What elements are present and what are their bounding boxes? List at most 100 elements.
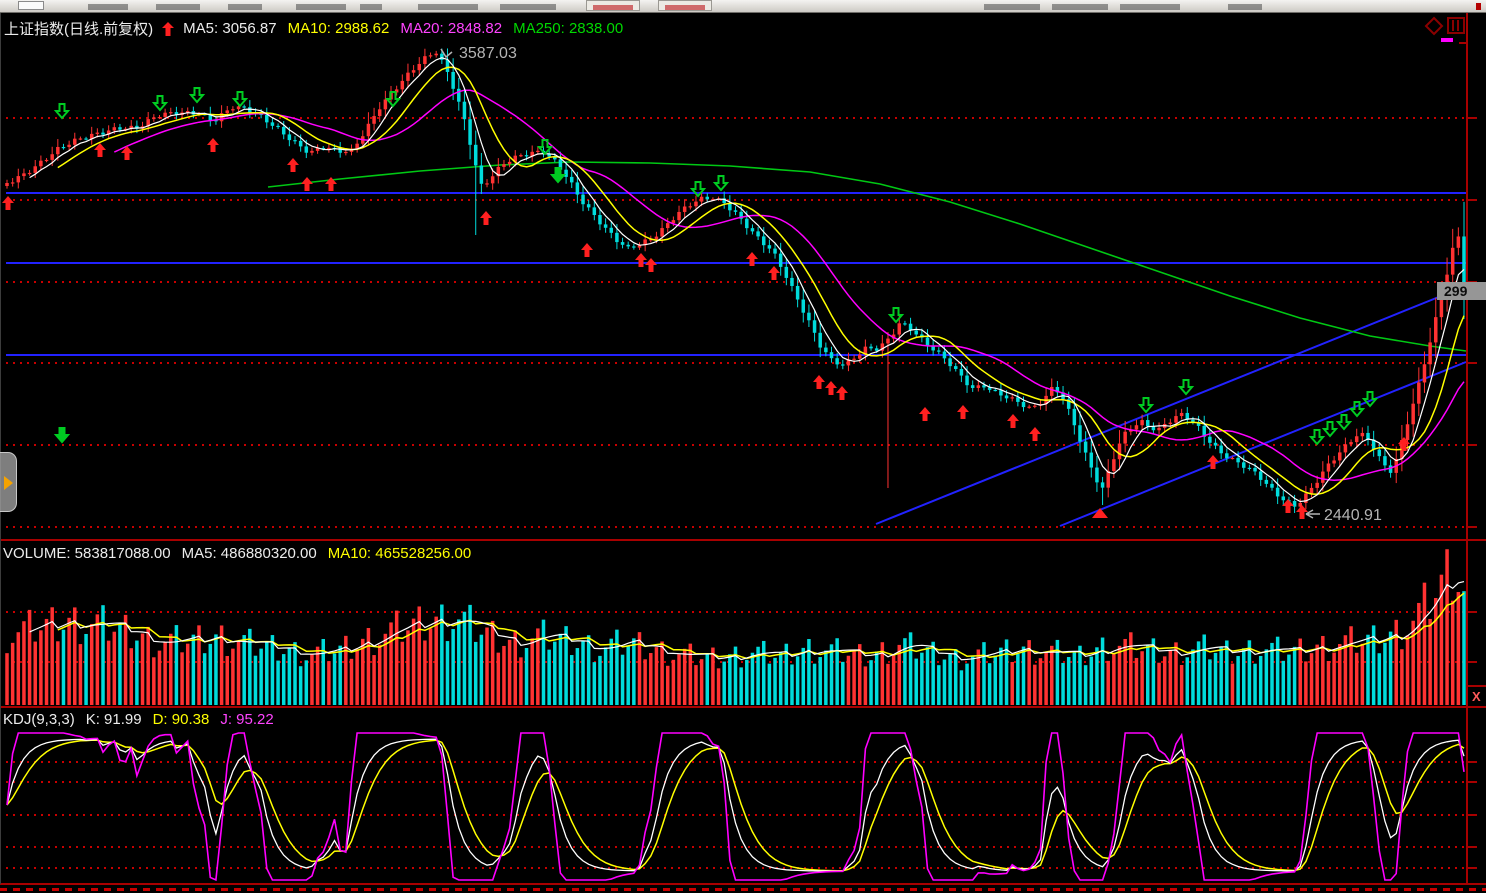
menu-text-fragment	[156, 4, 200, 10]
sidebar-slide-handle[interactable]	[0, 452, 17, 512]
buy-signal-arrow	[635, 253, 647, 267]
volume-value: VOLUME: 583817088.00	[3, 545, 171, 562]
quote-button-1[interactable]	[586, 0, 640, 11]
buy-signal-arrow	[480, 211, 492, 225]
sell-signal-arrow	[53, 427, 71, 444]
buy-signal-arrow	[645, 258, 657, 272]
sell-signal-arrow	[549, 167, 567, 184]
volume-ma5-line	[29, 581, 1465, 661]
support-resistance-lines	[6, 192, 1466, 356]
up-arrow-icon	[162, 21, 175, 36]
ma5-line	[29, 57, 1465, 503]
ma5-value: MA5: 3056.87	[183, 20, 277, 37]
axis-corner-button[interactable]: X	[1472, 689, 1481, 704]
buy-signal-arrow	[207, 138, 219, 152]
buy-signal-arrow	[825, 381, 837, 395]
sell-signal-arrow	[689, 181, 707, 198]
sell-signal-arrow	[1137, 397, 1155, 414]
buy-signal-arrow	[287, 158, 299, 172]
last-price-tag: 299	[1437, 282, 1486, 300]
menubar[interactable]	[0, 0, 1486, 13]
sell-signal-arrow	[1177, 379, 1195, 396]
volume-ma10-line	[57, 592, 1465, 660]
buy-signal-arrow	[325, 177, 337, 191]
kdj-d-value: D: 90.38	[152, 711, 210, 728]
sell-signal-arrow	[1308, 429, 1326, 446]
sell-signal-arrow	[188, 87, 206, 104]
menu-text-fragment	[1120, 4, 1180, 10]
buy-signal-arrow	[1282, 499, 1294, 513]
buy-signal-arrow	[746, 252, 758, 266]
ma10-value: MA10: 2988.62	[287, 20, 390, 37]
kdj-k-value: K: 91.99	[85, 711, 142, 728]
kdj-j-value: J: 95.22	[220, 711, 274, 728]
buy-signal-arrow	[1007, 414, 1019, 428]
sell-signal-arrow	[887, 307, 905, 324]
buy-signal-arrow	[1398, 437, 1410, 451]
kdj-pane-header: KDJ(9,3,3) K: 91.99 D: 90.38 J: 95.22	[3, 711, 274, 728]
sell-signal-arrow	[1335, 414, 1353, 431]
frame-lines	[0, 12, 1486, 885]
buy-signal-arrow	[2, 196, 14, 210]
buy-signal-arrow	[957, 405, 969, 419]
sell-signal-arrow	[712, 175, 730, 192]
kdj-k-line	[6, 738, 1465, 872]
buy-signal-arrow	[1207, 455, 1219, 469]
volume-ma5-value: MA5: 486880320.00	[181, 545, 317, 562]
candlestick-series	[5, 48, 1466, 513]
grid-lines	[6, 117, 1466, 869]
buy-signal-arrow	[836, 386, 848, 400]
sell-signal-arrow	[53, 103, 71, 120]
sell-signal-arrow	[1321, 421, 1339, 438]
symbol-title: 上证指数(日线.前复权)	[4, 21, 154, 38]
menu-text-fragment	[360, 4, 382, 10]
sell-signal-arrow	[1361, 391, 1379, 408]
buy-signal-arrow	[94, 143, 106, 157]
main-chart-header: 上证指数(日线.前复权) MA5: 3056.87 MA10: 2988.62 …	[4, 18, 623, 39]
volume-bars	[5, 549, 1466, 705]
buy-signal-arrow	[768, 266, 780, 280]
ma250-value: MA250: 2838.00	[513, 20, 624, 37]
buy-signal-arrow	[813, 375, 825, 389]
magenta-dash-icon	[1441, 38, 1453, 42]
price-annotations: 3587.03 2440.91	[440, 45, 1382, 524]
menu-text-fragment	[1228, 4, 1262, 10]
ma250-line	[267, 161, 1467, 352]
ma20-value: MA20: 2848.82	[400, 20, 503, 37]
buy-signal-arrow	[919, 407, 931, 421]
diamond-icon	[1424, 16, 1444, 36]
ma10-line	[57, 66, 1465, 496]
menu-icon-placeholder	[18, 1, 44, 10]
buy-signal-arrow	[1029, 427, 1041, 441]
expand-arrow-icon	[4, 476, 13, 490]
menu-text-fragment	[418, 4, 478, 10]
buy-signal-arrow	[301, 177, 313, 191]
sell-signal-arrow	[536, 139, 554, 156]
volume-ma10-value: MA10: 465528256.00	[327, 545, 472, 562]
quote-button-2[interactable]	[658, 0, 712, 11]
buy-signal-arrow	[121, 146, 133, 160]
menu-text-fragment	[984, 4, 1040, 10]
low-point-triangle	[1092, 508, 1108, 518]
quote-red-text	[665, 5, 705, 10]
pane-corner-icons[interactable]	[1424, 16, 1465, 42]
quote-red-text	[593, 5, 633, 10]
kdj-j-line	[6, 732, 1465, 882]
kdj-d-line	[6, 739, 1465, 872]
menu-text-fragment	[228, 4, 262, 10]
menu-text-fragment	[500, 4, 556, 10]
sell-signal-arrow	[151, 95, 169, 112]
peak-price-label: 3587.03	[459, 45, 517, 62]
menu-text-fragment	[296, 4, 346, 10]
buy-signal-arrow	[581, 243, 593, 257]
menu-text-fragment	[88, 4, 128, 10]
sell-signal-arrow	[1348, 401, 1366, 418]
menu-text-fragment	[1052, 4, 1108, 10]
trend-lines	[875, 285, 1467, 527]
kdj-title: KDJ(9,3,3)	[3, 711, 75, 728]
sell-signal-arrow	[231, 91, 249, 108]
signal-markers	[2, 87, 1410, 519]
window-icon	[1447, 17, 1465, 34]
